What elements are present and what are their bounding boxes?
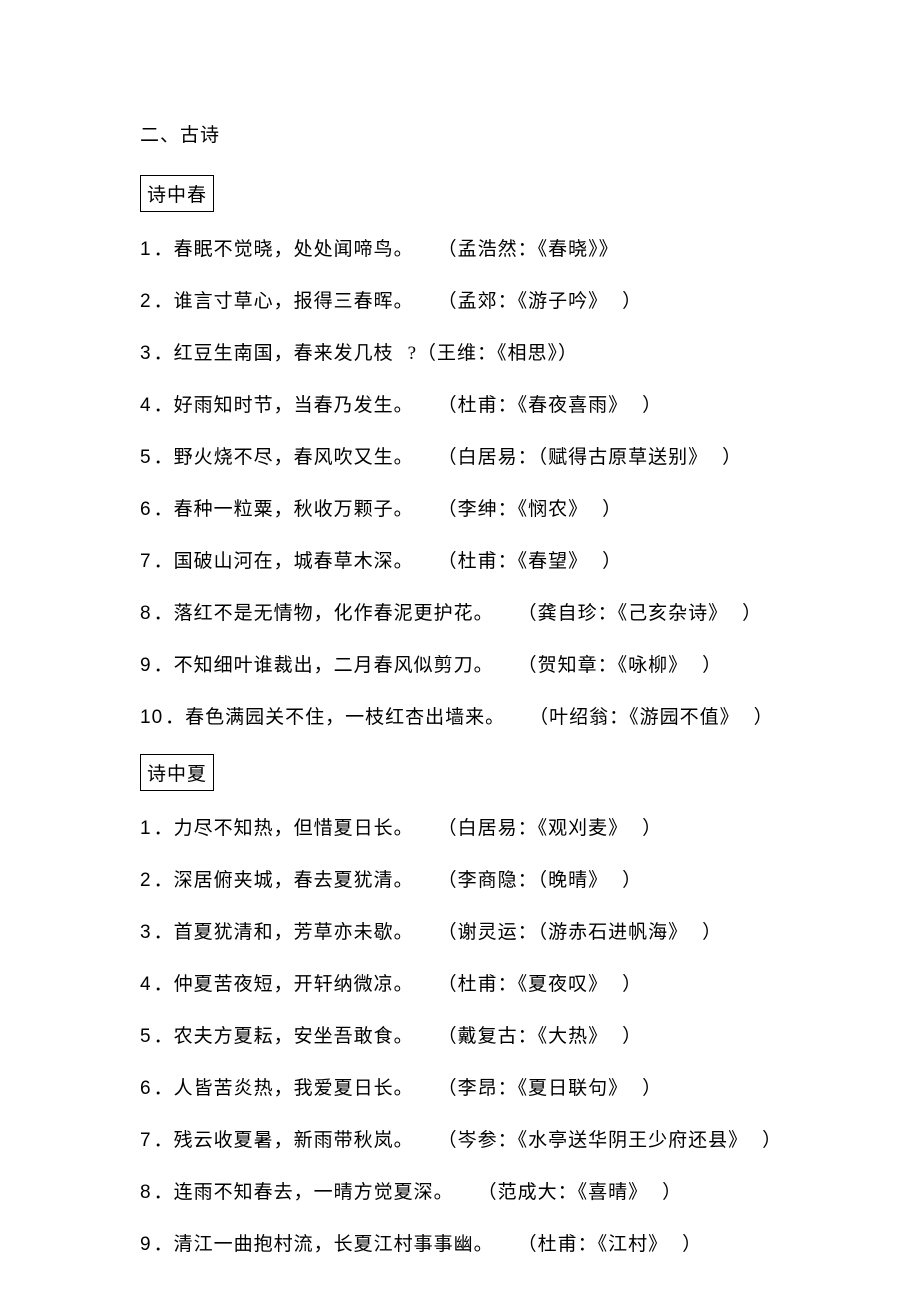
section-heading: 二、古诗 [140,120,790,147]
line-number: 7 [140,1130,152,1151]
line-number: 9 [140,1234,152,1255]
attribution-tail: ） [762,1130,782,1151]
line-number: 5 [140,447,152,468]
poem-line: 8．落红不是无情物，化作春泥更护花。 （龚自珍：《己亥杂诗》 ） [140,598,790,625]
verse-text: ．农夫方夏耘，安坐吾敢食。 [154,1026,414,1047]
line-number: 2 [140,291,152,312]
poem-line: 10．春色满园关不住，一枝红杏出墙来。 （叶绍翁：《游园不值》 ） [140,702,790,729]
poem-line: 1．春眠不觉晓，处处闻啼鸟。 （孟浩然：《春晓》》 [140,234,790,261]
verse-text: ．国破山河在，城春草木深。 [154,551,414,572]
attribution-tail: ） [702,922,722,943]
verse-text: ．春种一粒粟，秋收万颗子。 [154,499,414,520]
attribution-text: （贺知章：《咏柳》 [518,655,689,676]
attribution-text: （李绅：《悯农》 [438,499,589,520]
line-number: 3 [140,922,152,943]
line-number: 4 [140,974,152,995]
group-title: 诗中春 [140,175,214,212]
attribution-text: （谢灵运：（游赤石进帆海》 [438,922,689,943]
attribution-tail: ） [702,655,722,676]
attribution-tail: ） [602,499,622,520]
line-number: 6 [140,1078,152,1099]
poem-line: 2．深居俯夹城，春去夏犹清。 （李商隐：（晚晴》 ） [140,865,790,892]
line-number: 8 [140,603,152,624]
poem-group: 诗中夏1．力尽不知热，但惜夏日长。（白居易：《观刈麦》）2．深居俯夹城，春去夏犹… [140,754,790,1256]
line-number: 5 [140,1026,152,1047]
attribution-tail: ） [682,1234,702,1255]
verse-text: ．清江一曲抱村流，长夏江村事事幽。 [154,1234,494,1255]
line-number: 1 [140,239,152,260]
line-number: 8 [140,1182,152,1203]
attribution-tail: ） [662,1182,682,1203]
attribution-tail: ） [602,551,622,572]
attribution-tail: ） [622,1026,642,1047]
attribution-text: （龚自珍：《己亥杂诗》 [518,603,729,624]
verse-text: ．不知细叶谁裁出，二月春风似剪刀。 [154,655,494,676]
verse-text: ．力尽不知热，但惜夏日长。 [154,818,414,839]
attribution-text: （戴复古：《大热》 [438,1026,609,1047]
line-number: 3 [140,343,152,364]
poem-line: 4．好雨知时节，当春乃发生。 （杜甫：《春夜喜雨》 ） [140,390,790,417]
line-number: 9 [140,655,152,676]
attribution-text: （李商隐：（晚晴》 [438,870,609,891]
attribution-tail: ） [622,974,642,995]
line-number: 10 [140,707,163,728]
line-number: 7 [140,551,152,572]
document-body: 诗中春1．春眠不觉晓，处处闻啼鸟。（孟浩然：《春晓》》2．谁言寸草心，报得三春晖… [140,175,790,1256]
line-number: 6 [140,499,152,520]
attribution-tail: ） [642,818,662,839]
verse-text: ．春色满园关不住，一枝红杏出墙来。 [165,707,505,728]
verse-text: ．仲夏苦夜短，开轩纳微凉。 [154,974,414,995]
attribution-tail: ） [642,1078,662,1099]
poem-line: 2．谁言寸草心，报得三春晖。 （孟郊：《游子吟》 ） [140,286,790,313]
line-number: 4 [140,395,152,416]
verse-text: ．落红不是无情物，化作春泥更护花。 [154,603,494,624]
attribution-text: ?（王维：《相思》） [408,343,578,364]
line-number: 2 [140,870,152,891]
attribution-text: （叶绍翁：《游园不值》 [529,707,740,728]
attribution-text: （孟浩然：《春晓》》 [438,239,619,260]
poem-line: 6．春种一粒粟，秋收万颗子。 （李绅：《悯农》 ） [140,494,790,521]
verse-text: ．首夏犹清和，芳草亦未歇。 [154,922,414,943]
attribution-text: （李昂：《夏日联句》 [438,1078,629,1099]
poem-line: 7．残云收夏暑，新雨带秋岚。 （岑参：《水亭送华阴王少府还县》 ） [140,1125,790,1152]
verse-text: ．人皆苦炎热，我爱夏日长。 [154,1078,414,1099]
attribution-text: （杜甫：《江村》 [518,1234,669,1255]
poem-line: 9．清江一曲抱村流，长夏江村事事幽。 （杜甫：《江村》 ） [140,1229,790,1256]
attribution-text: （杜甫：《春夜喜雨》 [438,395,629,416]
poem-line: 7．国破山河在，城春草木深。 （杜甫：《春望》 ） [140,546,790,573]
verse-text: ．好雨知时节，当春乃发生。 [154,395,414,416]
verse-text: ．春眠不觉晓，处处闻啼鸟。 [154,239,414,260]
attribution-tail: ） [622,870,642,891]
poem-line: 5．农夫方夏耘，安坐吾敢食。 （戴复古：《大热》 ） [140,1021,790,1048]
poem-line: 4．仲夏苦夜短，开轩纳微凉。 （杜甫：《夏夜叹》 ） [140,969,790,996]
attribution-text: （白居易：（赋得古原草送别》 [438,447,709,468]
line-number: 1 [140,818,152,839]
verse-text: ．红豆生南国，春来发几枝 [154,343,394,364]
poem-line: 9．不知细叶谁裁出，二月春风似剪刀。 （贺知章：《咏柳》 ） [140,650,790,677]
attribution-tail: ） [722,447,742,468]
attribution-text: （白居易：《观刈麦》 [438,818,629,839]
attribution-text: （孟郊：《游子吟》 [438,291,609,312]
poem-line: 6．人皆苦炎热，我爱夏日长。 （李昂：《夏日联句》 ） [140,1073,790,1100]
verse-text: ．野火烧不尽，春风吹又生。 [154,447,414,468]
verse-text: ．谁言寸草心，报得三春晖。 [154,291,414,312]
attribution-text: （范成大：《喜晴》 [478,1182,649,1203]
attribution-text: （杜甫：《夏夜叹》 [438,974,609,995]
poem-line: 3．红豆生南国，春来发几枝 ?（王维：《相思》） [140,338,790,365]
poem-line: 8．连雨不知春去，一晴方觉夏深。 （范成大：《喜晴》 ） [140,1177,790,1204]
poem-line: 3．首夏犹清和，芳草亦未歇。 （谢灵运：（游赤石进帆海》 ） [140,917,790,944]
attribution-tail: ） [742,603,762,624]
attribution-tail: ） [754,707,774,728]
verse-text: ．深居俯夹城，春去夏犹清。 [154,870,414,891]
attribution-text: （杜甫：《春望》 [438,551,589,572]
attribution-tail: ） [642,395,662,416]
group-title: 诗中夏 [140,754,214,791]
verse-text: ．残云收夏暑，新雨带秋岚。 [154,1130,414,1151]
attribution-tail: ） [622,291,642,312]
poem-line: 1．力尽不知热，但惜夏日长。 （白居易：《观刈麦》 ） [140,813,790,840]
attribution-text: （岑参：《水亭送华阴王少府还县》 [438,1130,749,1151]
poem-group: 诗中春 1．春眠不觉晓，处处闻啼鸟。 （孟浩然：《春晓》》 2．谁言寸草心，报得三春晖… [140,175,790,729]
verse-text: ．连雨不知春去，一晴方觉夏深。 [154,1182,454,1203]
poem-line: 5．野火烧不尽，春风吹又生。 （白居易：（赋得古原草送别》 ） [140,442,790,469]
